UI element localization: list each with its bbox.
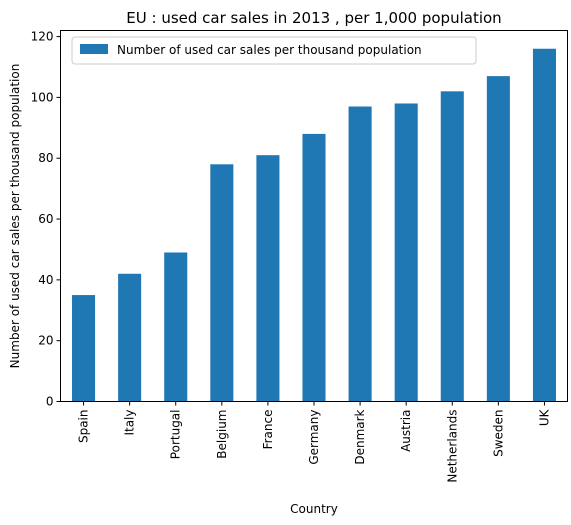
bar-belgium [210, 164, 234, 402]
x-tick-label-spain: Spain [77, 410, 91, 444]
bar-italy [118, 273, 142, 402]
plot-frame [60, 30, 568, 402]
legend-entry-label: Number of used car sales per thousand po… [117, 43, 422, 57]
x-axis-label: Country [290, 502, 338, 516]
chart-title: EU : used car sales in 2013 , per 1,000 … [126, 9, 501, 27]
x-tick-label-portugal: Portugal [169, 410, 183, 460]
y-tick-label: 20 [38, 334, 53, 348]
bars-group [72, 48, 556, 402]
x-axis-ticks: Spain Italy Portugal Belgium France Germany De… [77, 401, 551, 483]
x-tick-label-uk: UK [537, 408, 551, 426]
bar-germany [302, 133, 326, 402]
legend: Number of used car sales per thousand po… [71, 36, 477, 65]
x-tick-label-austria: Austria [399, 410, 413, 452]
legend-swatch [80, 44, 108, 54]
y-tick-label: 120 [31, 30, 54, 44]
x-tick-label-sweden: Sweden [491, 410, 505, 457]
y-axis-ticks: 0 20 40 60 80 100 120 [31, 30, 61, 409]
y-tick-label: 80 [38, 151, 53, 165]
x-tick-label-italy: Italy [123, 410, 137, 436]
bar-netherlands [440, 91, 464, 402]
bar-france [256, 155, 280, 402]
y-tick-label: 0 [46, 395, 54, 409]
x-tick-label-germany: Germany [307, 410, 321, 465]
y-tick-label: 60 [38, 212, 53, 226]
y-tick-label: 40 [38, 273, 53, 287]
bar-austria [394, 103, 418, 402]
bar-spain [72, 295, 96, 402]
x-tick-label-netherlands: Netherlands [445, 410, 459, 483]
y-axis-label: Number of used car sales per thousand po… [8, 64, 22, 369]
x-tick-label-france: France [261, 410, 275, 450]
y-tick-label: 100 [31, 90, 54, 104]
bar-sweden [486, 76, 510, 402]
bar-denmark [348, 106, 372, 402]
x-tick-label-denmark: Denmark [353, 409, 367, 464]
x-tick-label-belgium: Belgium [215, 410, 229, 459]
bar-uk [532, 48, 556, 402]
bar-portugal [164, 252, 188, 402]
legend-frame [71, 36, 477, 65]
